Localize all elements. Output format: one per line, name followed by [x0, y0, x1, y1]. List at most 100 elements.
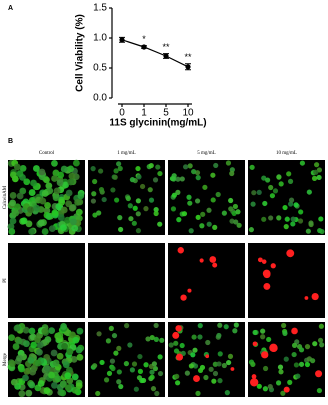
cell	[9, 171, 17, 179]
cell	[256, 189, 262, 195]
cell	[170, 206, 177, 212]
cell	[70, 355, 78, 363]
cell	[221, 362, 227, 369]
cell	[143, 362, 149, 368]
cell	[70, 218, 77, 226]
cell	[56, 179, 64, 187]
data-line	[121, 39, 189, 68]
cell	[288, 201, 294, 207]
cell	[151, 361, 158, 367]
cell	[227, 353, 234, 359]
cell	[135, 211, 141, 217]
row-label: Merge	[3, 352, 8, 366]
dead-cell	[315, 370, 323, 378]
cell	[36, 348, 43, 356]
cell	[19, 164, 27, 172]
cell	[57, 214, 65, 221]
cell	[194, 198, 201, 204]
cell	[287, 379, 293, 385]
cell	[39, 197, 47, 205]
cell	[148, 162, 154, 169]
cell	[318, 323, 324, 329]
cell	[9, 192, 17, 199]
cell	[103, 377, 110, 383]
cell	[44, 201, 51, 209]
cell	[278, 181, 284, 187]
cell	[33, 165, 40, 172]
cell	[113, 168, 119, 174]
column-label: 10 mg/mL	[276, 151, 297, 156]
cell	[16, 192, 24, 200]
cell	[261, 175, 267, 181]
dead-cell	[177, 247, 184, 254]
dead-cell	[199, 258, 204, 263]
cell	[154, 390, 160, 397]
cell	[210, 197, 216, 203]
cell	[179, 342, 185, 349]
cell	[168, 342, 174, 348]
cell	[205, 339, 211, 346]
cell	[249, 164, 255, 170]
data-point	[141, 44, 147, 50]
cell	[60, 165, 68, 173]
cell	[188, 228, 194, 234]
cell	[229, 170, 235, 177]
dead-cell	[252, 341, 258, 347]
cell	[215, 191, 221, 198]
cell	[200, 211, 206, 217]
cell	[116, 379, 122, 385]
cell	[311, 175, 318, 181]
cell	[135, 228, 142, 234]
cell	[118, 383, 124, 390]
dead-cell	[205, 354, 210, 359]
panel-label: A	[8, 5, 13, 12]
data-point	[119, 37, 125, 43]
cell	[149, 334, 155, 341]
cell	[56, 331, 64, 339]
cell	[286, 171, 292, 177]
cell	[57, 171, 65, 179]
cell	[110, 365, 116, 372]
cell	[37, 380, 45, 387]
cell	[210, 172, 216, 178]
x-axis-title: 11S glycinin(mg/mL)	[109, 118, 206, 129]
cell	[25, 389, 33, 397]
dead-cell	[193, 375, 200, 383]
cell	[75, 382, 83, 390]
cell	[30, 341, 38, 349]
cell	[173, 348, 180, 354]
cell	[319, 342, 325, 348]
x-tick-label: 0	[119, 108, 125, 119]
cell	[277, 364, 284, 370]
cell	[136, 174, 142, 180]
cell	[136, 375, 143, 381]
cell	[129, 177, 136, 183]
cell	[153, 206, 159, 213]
cell	[179, 176, 185, 182]
cell	[157, 354, 163, 360]
cell	[61, 342, 68, 350]
y-axis-title: Cell Viability (%)	[75, 14, 86, 92]
cell	[174, 373, 180, 380]
cell	[12, 209, 20, 217]
cell	[41, 228, 49, 235]
cell	[133, 386, 139, 392]
cell	[221, 210, 227, 216]
cell	[275, 380, 282, 386]
cell	[293, 362, 300, 368]
cell	[116, 369, 122, 375]
dead-cell	[286, 249, 295, 258]
cell	[137, 368, 144, 374]
cell	[187, 163, 193, 169]
cell	[308, 220, 314, 226]
cell	[67, 165, 75, 173]
cell	[127, 203, 133, 209]
cell	[306, 189, 312, 195]
cell	[69, 331, 76, 339]
cell	[312, 341, 318, 347]
dead-cell	[212, 262, 218, 268]
cell	[206, 207, 212, 213]
cell	[101, 196, 107, 203]
cell	[216, 361, 222, 367]
